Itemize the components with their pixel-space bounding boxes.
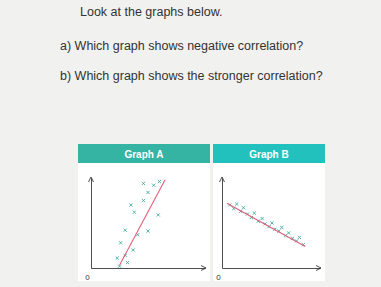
header-band (213, 144, 325, 163)
point (270, 221, 273, 224)
instruction: Look at the graphs below. (80, 5, 222, 19)
plot-area (116, 180, 165, 268)
x-tick: 0 (85, 268, 91, 282)
fit-line (120, 180, 166, 265)
question: a) Which graph shows negative correlatio… (60, 39, 303, 53)
point (124, 229, 127, 232)
chart: Graph A 0 (78, 144, 210, 282)
point (152, 184, 155, 187)
y-axis (222, 179, 223, 269)
y-arrow (89, 177, 94, 182)
y-axis-line (91, 179, 92, 269)
point (287, 231, 290, 234)
x-tick-label: 0 (85, 273, 90, 282)
point (116, 257, 119, 260)
x-axis-line (223, 268, 321, 269)
point (146, 191, 149, 194)
x-axis-line (92, 268, 206, 269)
point (253, 212, 256, 215)
point (242, 206, 245, 209)
point (129, 203, 132, 206)
point (235, 203, 238, 206)
x-axis: 0 (85, 268, 205, 282)
point (133, 211, 136, 214)
chart-title: Graph A (124, 149, 163, 160)
chart: Graph B 0 (213, 144, 325, 282)
point (261, 217, 264, 220)
fit-line (227, 203, 305, 246)
point (142, 182, 145, 185)
point (142, 199, 145, 202)
point (146, 230, 149, 233)
point (119, 241, 122, 244)
point (126, 261, 129, 264)
point (298, 236, 301, 239)
page: Look at the graphs below. a) Which graph … (0, 0, 381, 287)
chart-title: Graph B (249, 149, 288, 160)
point (280, 226, 283, 229)
question: b) Which graph shows the stronger correl… (60, 69, 323, 83)
y-axis-line (222, 179, 223, 269)
panel (213, 163, 325, 281)
header-band (78, 144, 210, 163)
point (157, 213, 160, 216)
panel (78, 163, 210, 281)
point (132, 248, 135, 251)
y-axis (91, 179, 92, 269)
x-tick: 0 (216, 268, 222, 282)
point (158, 180, 161, 183)
y-arrow (220, 177, 225, 182)
x-tick-label: 0 (216, 273, 221, 282)
x-axis: 0 (216, 268, 320, 282)
x-arrow (316, 266, 321, 271)
plot-area (227, 203, 305, 247)
x-arrow (201, 266, 206, 271)
